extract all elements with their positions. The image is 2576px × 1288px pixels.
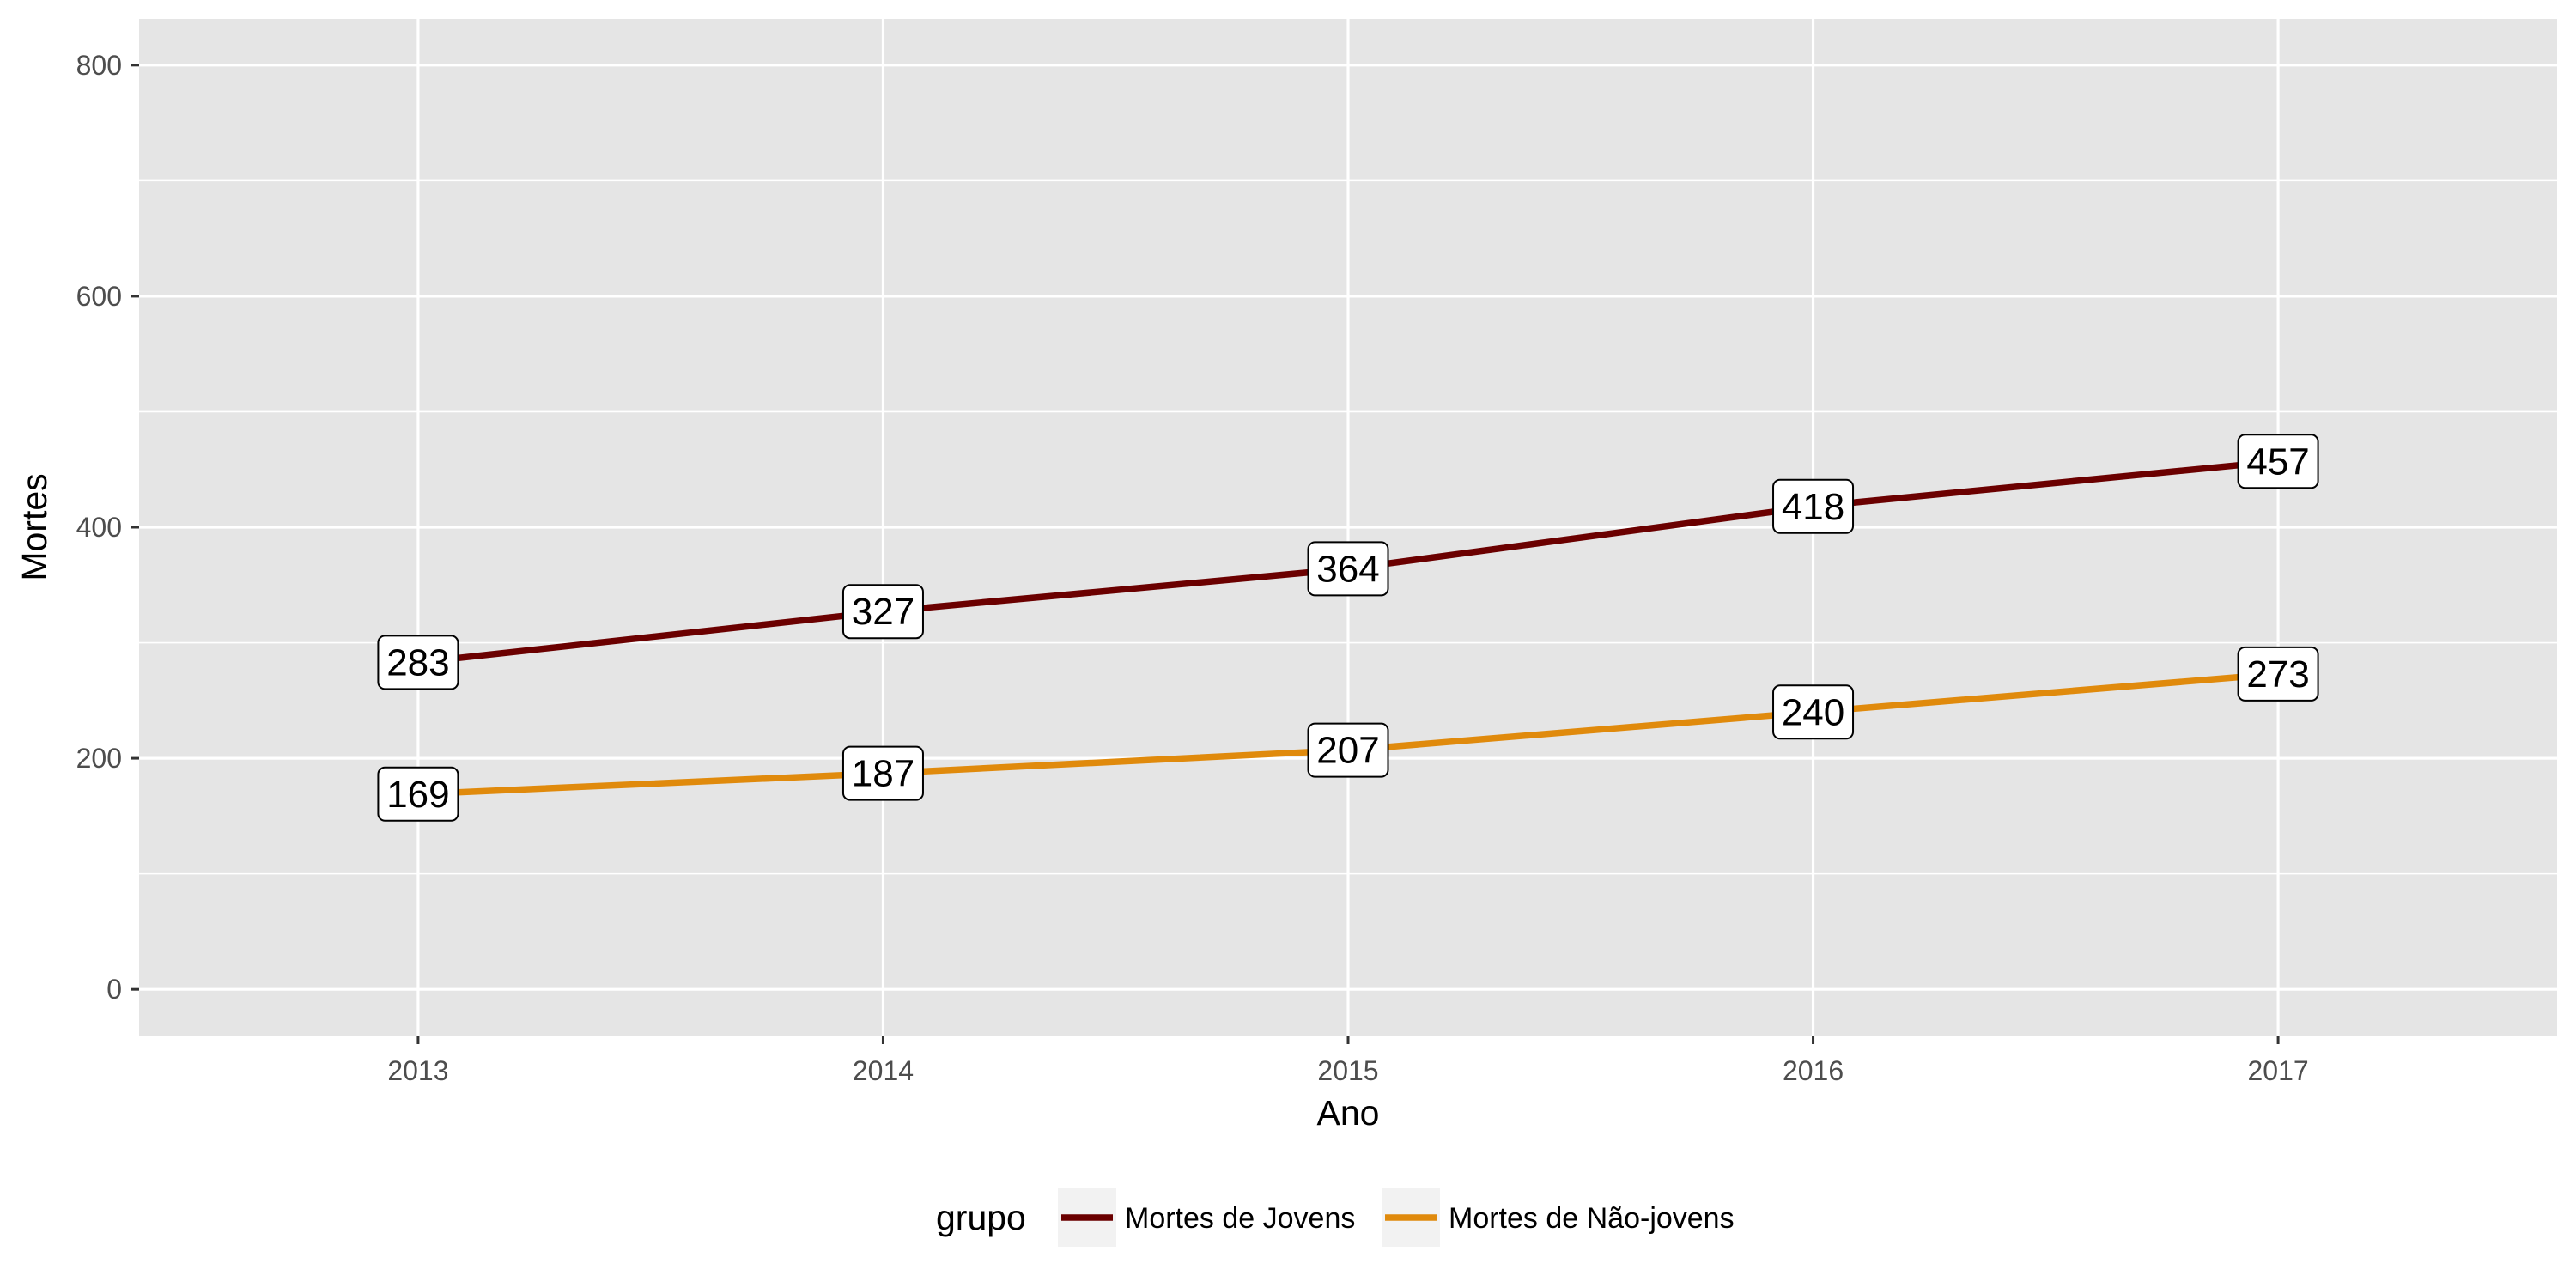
x-tick-label: 2014: [853, 1055, 914, 1086]
y-tick-label: 400: [76, 512, 122, 543]
data-label-text: 273: [2246, 653, 2309, 696]
data-label-box: [1307, 541, 1389, 597]
data-label-text: 169: [386, 774, 449, 816]
data-label: 364: [1307, 541, 1389, 597]
data-label-text: 187: [852, 753, 914, 795]
data-label-box: [1307, 722, 1389, 778]
data-label: 169: [377, 766, 459, 822]
legend-label: Mortes de Não-jovens: [1449, 1202, 1735, 1235]
data-label-text: 418: [1782, 486, 1844, 528]
data-label: 207: [1307, 722, 1389, 778]
data-label: 457: [2237, 434, 2319, 489]
data-label: 240: [1772, 684, 1855, 740]
x-tick-label: 2017: [2247, 1055, 2308, 1086]
data-label-box: [841, 745, 924, 801]
axis-ticks: [131, 64, 2280, 1044]
y-tick-label: 200: [76, 743, 122, 774]
data-label-text: 207: [1316, 730, 1379, 772]
x-tick-label: 2013: [387, 1055, 448, 1086]
x-axis-title: Ano: [1317, 1093, 1380, 1133]
data-label-text: 327: [852, 591, 914, 633]
data-label-text: 240: [1782, 691, 1844, 733]
legend: grupo Mortes de Jovens Mortes de Não-jove…: [936, 1188, 1735, 1247]
x-tick-label: 2015: [1317, 1055, 1378, 1086]
y-tick-label: 800: [76, 50, 122, 81]
data-label: 187: [841, 745, 924, 801]
data-label-text: 283: [386, 641, 449, 683]
data-label: 327: [841, 584, 924, 640]
data-label-text: 457: [2246, 440, 2309, 483]
y-axis-tick-labels: 0 200 400 600 800: [76, 50, 122, 1005]
data-label-box: [377, 635, 459, 690]
data-label: 283: [377, 635, 459, 690]
data-label-box: [377, 766, 459, 822]
data-label: 273: [2237, 646, 2319, 702]
data-label-box: [2237, 646, 2319, 702]
data-label-text: 364: [1316, 548, 1379, 590]
x-axis-tick-labels: 2013 2014 2015 2016 2017: [387, 1055, 2308, 1086]
data-label-box: [2237, 434, 2319, 489]
y-tick-label: 600: [76, 281, 122, 312]
y-tick-label: 0: [106, 974, 122, 1005]
legend-title: grupo: [936, 1198, 1026, 1237]
x-tick-label: 2016: [1783, 1055, 1844, 1086]
data-label: 418: [1772, 478, 1855, 534]
data-labels: 283 327 364 418 457 169 187 207 240 273: [377, 434, 2319, 822]
data-label-box: [1772, 684, 1855, 740]
data-label-box: [841, 584, 924, 640]
data-label-box: [1772, 478, 1855, 534]
y-axis-title: Mortes: [15, 473, 54, 580]
legend-label: Mortes de Jovens: [1125, 1202, 1355, 1235]
